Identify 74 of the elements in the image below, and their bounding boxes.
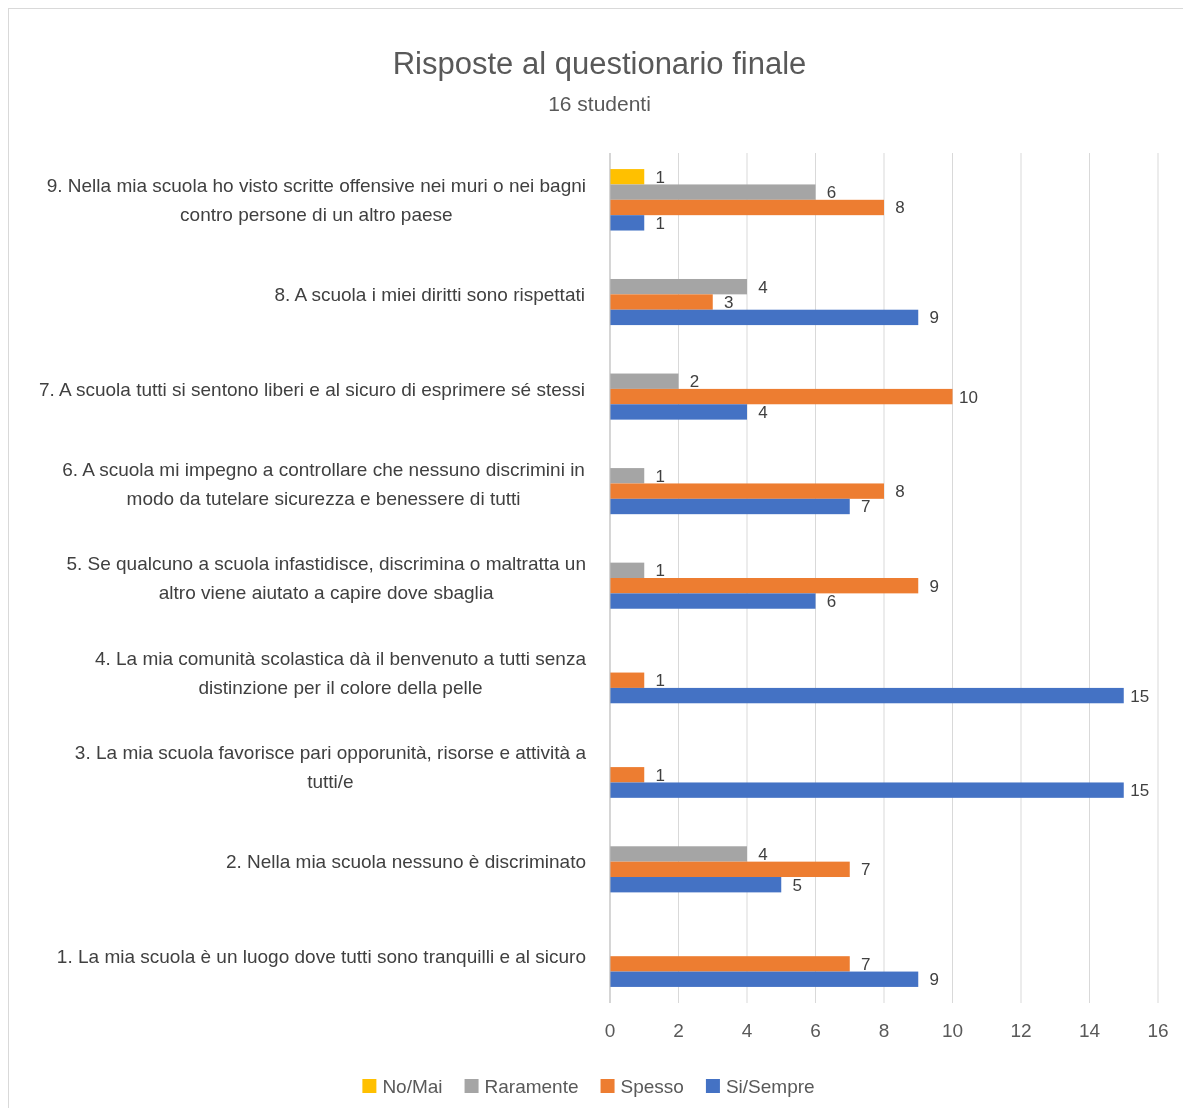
data-label: 9: [929, 576, 939, 596]
data-label: 4: [758, 844, 768, 864]
legend-label: Si/Sempre: [725, 1075, 815, 1097]
x-tick-label: 4: [741, 1020, 753, 1041]
bar: [610, 468, 645, 484]
bar: [610, 498, 850, 515]
data-label: 10: [959, 387, 978, 407]
bar: [610, 404, 747, 420]
chart-subtitle: 16 studenti: [548, 92, 651, 115]
data-label: 4: [758, 277, 768, 297]
bar: [610, 294, 713, 310]
y-tick-label: 3. La mia scuola favorisce pari opporunità, risorse e attività a tutti/e: [74, 742, 587, 793]
legend-label: Raramente: [484, 1075, 579, 1097]
bar: [610, 971, 919, 987]
y-tick-label: 5. Se qualcuno a scuola infastidisce, discrimina o maltratta un altro viene aiutato a capire dove sbaglia: [66, 553, 586, 604]
legend-label: No/Mai: [382, 1075, 443, 1097]
data-label: 8: [895, 482, 905, 502]
data-label: 4: [758, 402, 768, 422]
chart-title: Risposte al questionario finale: [392, 46, 807, 81]
x-tick-label: 6: [810, 1020, 821, 1041]
data-label: 15: [1130, 686, 1150, 706]
bar: [610, 672, 645, 688]
bar: [610, 562, 645, 578]
bar: [610, 578, 919, 594]
bar: [610, 309, 919, 326]
data-label: 6: [826, 183, 837, 203]
bar: [610, 593, 816, 609]
x-tick-label: 2: [673, 1020, 684, 1041]
y-tick-label: 8. A scuola i miei diritti sono rispettati: [274, 284, 585, 305]
bar: [610, 169, 645, 185]
y-tick-label: 6. A scuola mi impegno a controllare che nessuno discrimini in modo da tutelare sicurezza e benessere di tutti: [62, 458, 585, 509]
data-label: 9: [929, 308, 939, 328]
bar: [610, 278, 747, 295]
bar: [610, 199, 884, 216]
data-label: 5: [792, 875, 802, 895]
data-label: 1: [655, 765, 665, 785]
data-label: 7: [861, 954, 871, 974]
bar: [610, 373, 679, 389]
x-tick-label: 10: [941, 1020, 964, 1041]
bar: [610, 861, 850, 878]
data-label: 9: [929, 970, 939, 990]
bar: [610, 483, 884, 499]
bar: [610, 767, 645, 783]
bar: [610, 687, 1124, 704]
y-tick-label: 9. Nella mia scuola ho visto scritte offensive nei muri o nei bagni contro persone di un altro paese: [46, 174, 586, 225]
y-tick-label: 4. La mia comunità scolastica dà il benvenuto a tutti senza distinzione per il colore della pelle: [94, 647, 587, 698]
bar: [610, 388, 953, 405]
x-tick-label: 12: [1010, 1020, 1032, 1041]
y-tick-label: 2. Nella mia scuola nessuno è discriminato: [225, 851, 586, 873]
legend-label: Spesso: [620, 1075, 684, 1097]
data-label: 6: [826, 592, 837, 611]
bar: [610, 782, 1124, 798]
data-label: 2: [689, 372, 700, 392]
data-label: 1: [655, 466, 665, 486]
data-label: 8: [895, 198, 905, 218]
x-tick-label: 16: [1147, 1020, 1169, 1041]
bar: [610, 846, 747, 862]
y-tick-label: 1. La mia scuola è un luogo dove tutti sono tranquilli e al sicuro: [56, 945, 586, 967]
data-label: 1: [655, 561, 665, 581]
data-label: 1: [655, 671, 665, 691]
x-tick-label: 8: [878, 1020, 890, 1041]
bar: [610, 956, 850, 972]
bar: [610, 215, 645, 231]
x-tick-label: 0: [604, 1020, 616, 1041]
y-tick-label: 7. A scuola tutti si sentono liberi e al sicuro di esprimere sé stessi: [38, 378, 585, 400]
data-label: 15: [1130, 781, 1150, 801]
bar: [610, 877, 782, 893]
data-label: 7: [861, 860, 871, 880]
data-label: 3: [724, 292, 734, 312]
data-label: 7: [861, 497, 871, 517]
x-tick-label: 14: [1078, 1020, 1101, 1041]
bar: [610, 184, 816, 200]
data-label: 1: [655, 213, 665, 233]
data-label: 1: [655, 167, 665, 187]
